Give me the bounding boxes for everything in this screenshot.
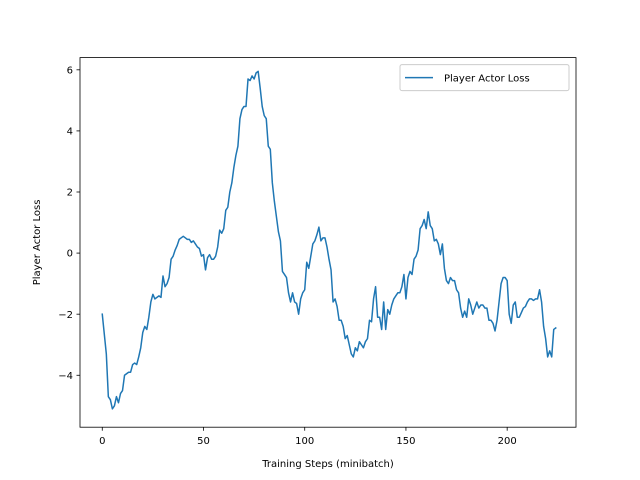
y-axis-label: Player Actor Loss [32,200,43,286]
x-axis-label: Training Steps (minibatch) [261,459,394,470]
y-tick-label: −2 [58,310,73,321]
y-tick-label: 4 [67,127,73,138]
x-tick-label: 0 [99,436,105,447]
plot-frame [79,57,577,428]
x-tick-label: 150 [396,436,415,447]
legend-box [399,64,570,92]
x-tick-label: 200 [498,436,517,447]
x-tick-label: 50 [197,436,210,447]
x-axis-ticks: 0 50 100 150 200 [99,427,517,447]
y-tick-label: 0 [67,249,73,260]
x-tick-label: 100 [295,436,314,447]
y-tick-label: 6 [67,65,73,76]
legend: Player Actor Loss [399,64,570,92]
y-tick-label: 2 [67,188,73,199]
y-axis-ticks: −4 −2 0 2 4 6 [58,65,80,382]
legend-label: Player Actor Loss [444,74,530,85]
series-line [101,70,557,410]
y-tick-label: −4 [58,371,73,382]
